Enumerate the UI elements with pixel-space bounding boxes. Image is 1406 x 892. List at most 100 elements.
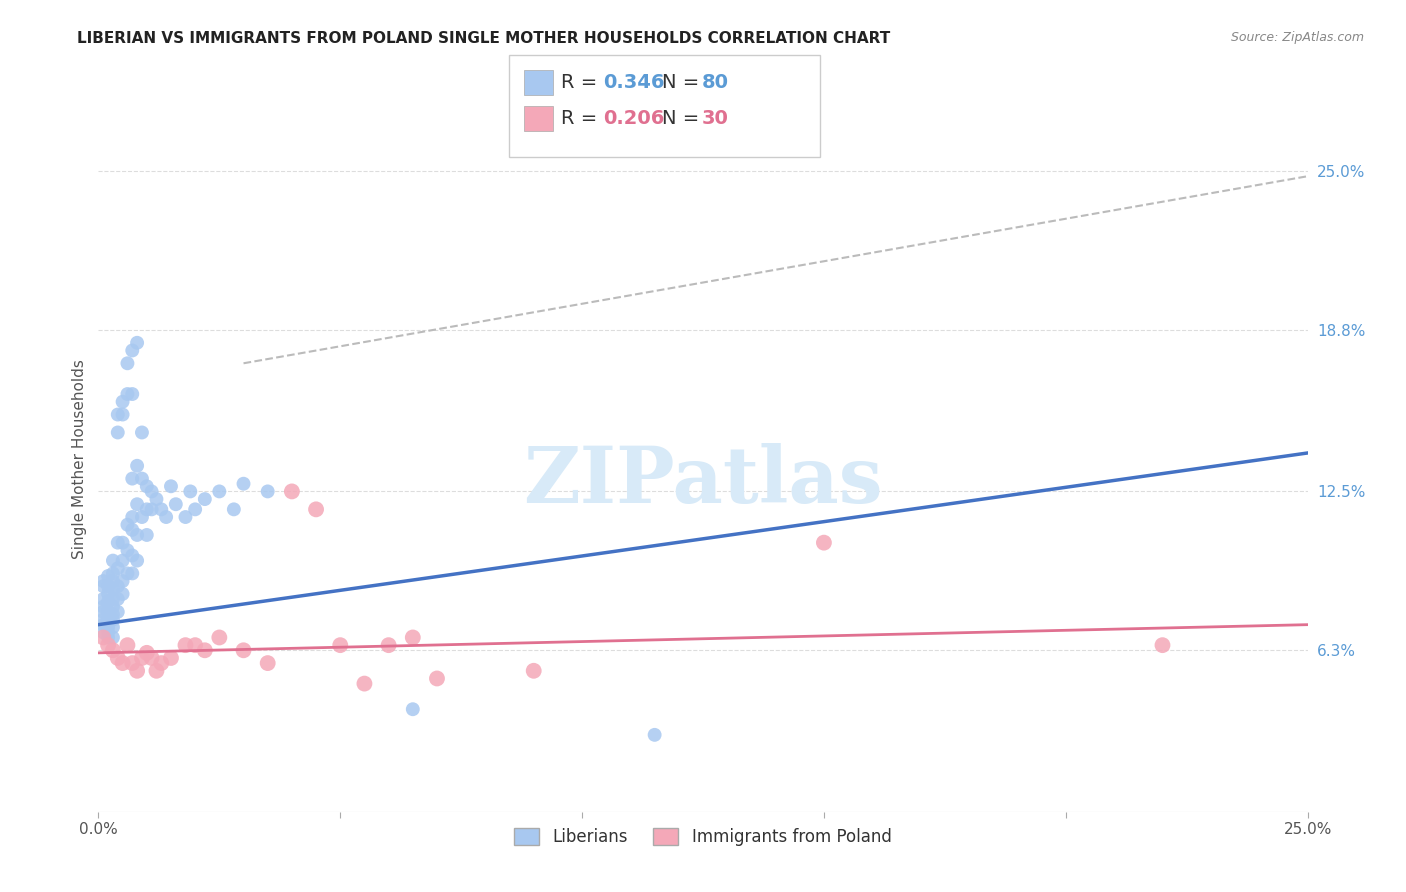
Point xyxy=(101,599,124,614)
Point xyxy=(121,343,143,358)
Point xyxy=(127,553,149,567)
Point xyxy=(91,631,114,645)
Point xyxy=(111,656,134,670)
Point xyxy=(101,631,124,645)
Point xyxy=(135,502,157,516)
Point xyxy=(644,728,666,742)
Point xyxy=(97,605,120,619)
Text: R =: R = xyxy=(561,73,603,93)
Point xyxy=(402,702,425,716)
Point xyxy=(131,472,153,486)
Point xyxy=(107,408,129,422)
Point xyxy=(121,566,143,581)
Point xyxy=(135,528,157,542)
Point xyxy=(305,502,328,516)
Point xyxy=(353,676,375,690)
Text: 0.346: 0.346 xyxy=(603,73,665,93)
Point xyxy=(256,656,278,670)
Text: N =: N = xyxy=(662,73,706,93)
Text: 0.206: 0.206 xyxy=(603,109,665,128)
Point xyxy=(232,476,254,491)
Point xyxy=(232,643,254,657)
Point xyxy=(111,553,134,567)
Point xyxy=(117,543,139,558)
Point xyxy=(111,394,134,409)
Point xyxy=(117,356,139,370)
Point xyxy=(160,651,183,665)
Point xyxy=(208,484,231,499)
Point xyxy=(91,592,114,607)
Point xyxy=(91,579,114,593)
Point xyxy=(127,335,149,350)
Point xyxy=(91,574,114,588)
Point xyxy=(97,631,120,645)
Point xyxy=(107,425,129,440)
Point xyxy=(141,651,163,665)
Point xyxy=(97,569,120,583)
Point xyxy=(101,574,124,588)
Point xyxy=(121,472,143,486)
Point xyxy=(121,510,143,524)
Point xyxy=(101,620,124,634)
Point xyxy=(111,408,134,422)
Point xyxy=(127,497,149,511)
Point xyxy=(150,502,173,516)
Point xyxy=(117,517,139,532)
Point xyxy=(107,561,129,575)
Point xyxy=(117,387,139,401)
Point xyxy=(165,497,187,511)
Point xyxy=(208,631,231,645)
Point xyxy=(101,553,124,567)
Point xyxy=(377,638,399,652)
Point xyxy=(97,613,120,627)
Text: 30: 30 xyxy=(702,109,728,128)
Point xyxy=(121,549,143,563)
Point xyxy=(91,625,114,640)
Point xyxy=(117,566,139,581)
Point xyxy=(155,510,177,524)
Point xyxy=(91,617,114,632)
Point xyxy=(194,492,217,507)
Text: Source: ZipAtlas.com: Source: ZipAtlas.com xyxy=(1230,31,1364,45)
Point xyxy=(107,592,129,607)
Point xyxy=(111,587,134,601)
Point xyxy=(97,638,120,652)
Point xyxy=(184,638,207,652)
Point xyxy=(121,656,143,670)
Point xyxy=(135,646,157,660)
Point xyxy=(145,492,167,507)
Point xyxy=(107,651,129,665)
Point xyxy=(222,502,245,516)
Point xyxy=(160,479,183,493)
Point xyxy=(121,523,143,537)
Text: 80: 80 xyxy=(702,73,728,93)
Text: ZIPatlas: ZIPatlas xyxy=(523,442,883,518)
Point xyxy=(523,664,546,678)
Point xyxy=(184,502,207,516)
Point xyxy=(121,387,143,401)
Y-axis label: Single Mother Households: Single Mother Households xyxy=(72,359,87,559)
Point xyxy=(194,643,217,657)
Point xyxy=(150,656,173,670)
Point xyxy=(101,582,124,596)
Point xyxy=(107,579,129,593)
Point xyxy=(97,625,120,640)
Point xyxy=(101,613,124,627)
Point xyxy=(131,425,153,440)
Point xyxy=(329,638,352,652)
Point xyxy=(101,607,124,622)
Point xyxy=(127,528,149,542)
Text: R =: R = xyxy=(561,109,603,128)
Point xyxy=(281,484,304,499)
Point xyxy=(111,574,134,588)
Point xyxy=(141,502,163,516)
Point xyxy=(107,535,129,549)
Point xyxy=(97,579,120,593)
Point xyxy=(402,631,425,645)
Point xyxy=(91,605,114,619)
Text: LIBERIAN VS IMMIGRANTS FROM POLAND SINGLE MOTHER HOUSEHOLDS CORRELATION CHART: LIBERIAN VS IMMIGRANTS FROM POLAND SINGL… xyxy=(77,31,890,46)
Point xyxy=(101,566,124,581)
Point xyxy=(174,638,197,652)
Point xyxy=(131,651,153,665)
Point xyxy=(101,643,124,657)
